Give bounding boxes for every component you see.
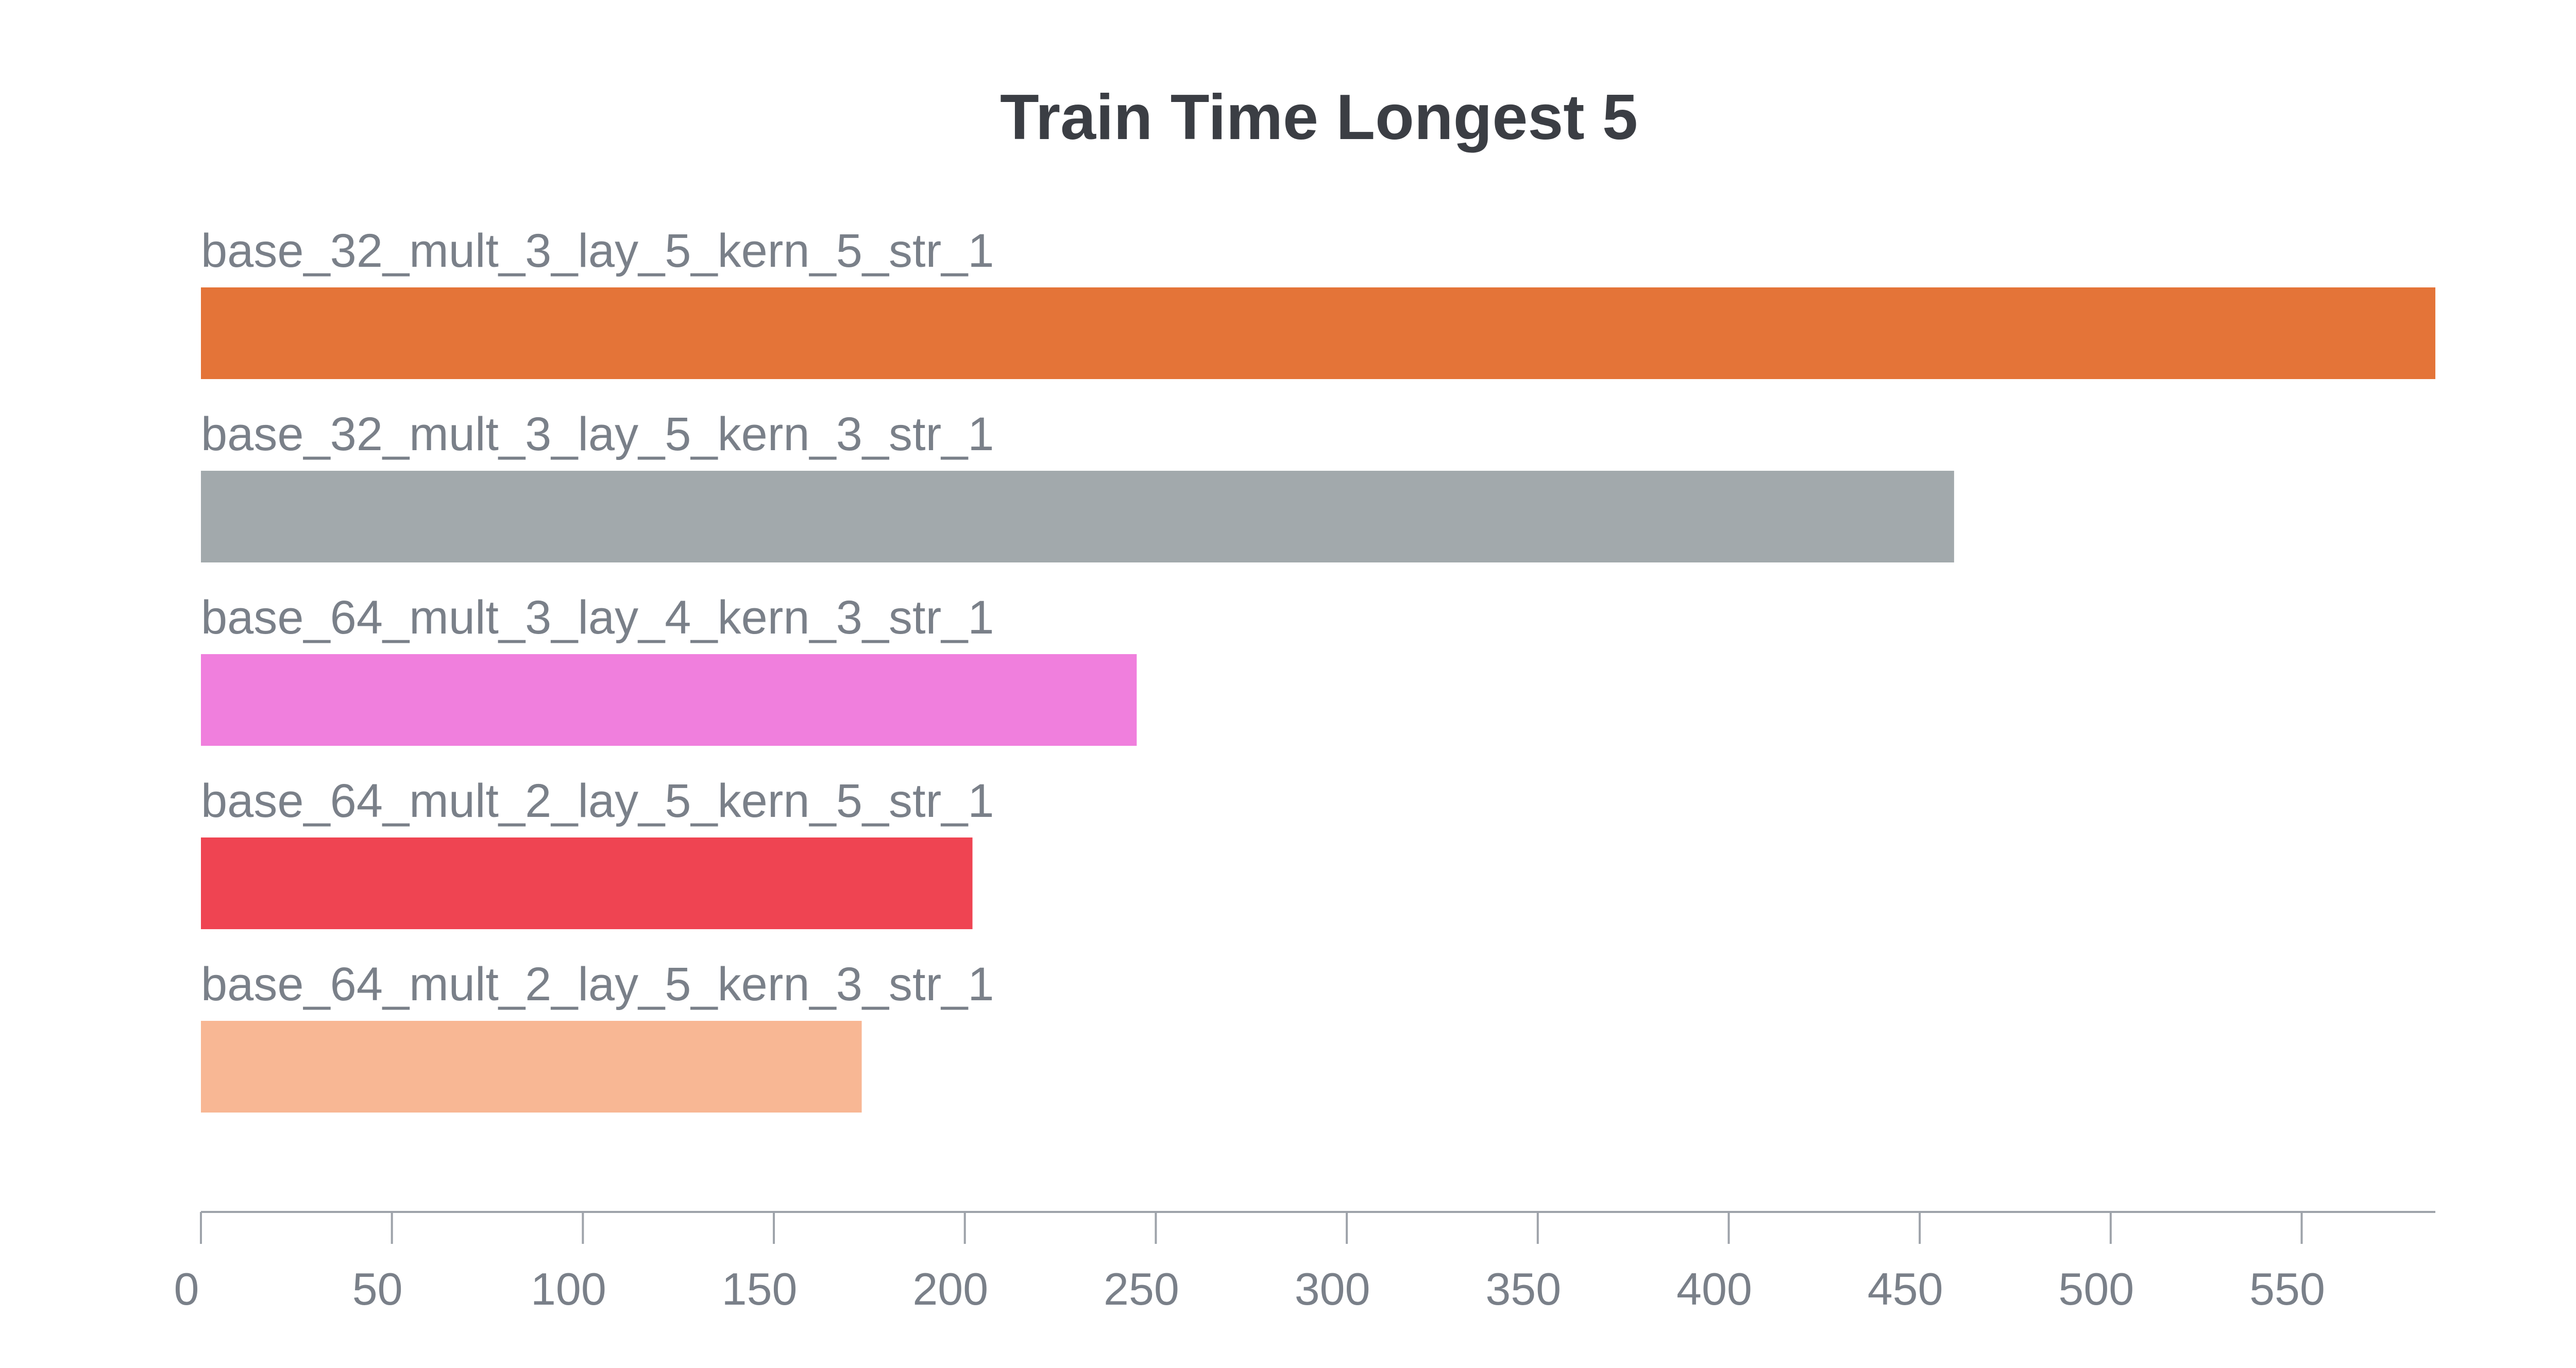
x-tick-label: 100 (531, 1263, 606, 1314)
bar[interactable] (201, 1021, 862, 1113)
chart-title: Train Time Longest 5 (1000, 82, 1638, 153)
x-tick-label: 0 (174, 1263, 199, 1314)
x-tick-label: 250 (1104, 1263, 1179, 1314)
x-tick-label: 550 (2249, 1263, 2325, 1314)
x-tick-label: 400 (1676, 1263, 1752, 1314)
x-tick-label: 450 (1868, 1263, 1943, 1314)
x-tick-label: 300 (1295, 1263, 1370, 1314)
bar[interactable] (201, 654, 1137, 746)
x-tick-label: 200 (912, 1263, 988, 1314)
bar-label: base_32_mult_3_lay_5_kern_3_str_1 (201, 408, 994, 460)
bar-label: base_64_mult_3_lay_4_kern_3_str_1 (201, 591, 994, 644)
x-tick-label: 150 (722, 1263, 798, 1314)
bar-label: base_64_mult_2_lay_5_kern_3_str_1 (201, 958, 994, 1011)
bar-label: base_64_mult_2_lay_5_kern_5_str_1 (201, 775, 994, 827)
x-tick-label: 350 (1485, 1263, 1561, 1314)
bars-group: base_32_mult_3_lay_5_kern_5_str_1 base_32… (201, 225, 2435, 1113)
bar[interactable] (201, 837, 973, 929)
x-tick-label: 50 (352, 1263, 403, 1314)
bar[interactable] (201, 471, 1954, 562)
x-axis: 0 50 100 150 200 250 300 350 400 450 500 550 (174, 1211, 2435, 1314)
bar-label: base_32_mult_3_lay_5_kern_5_str_1 (201, 225, 994, 277)
x-tick-label: 500 (2058, 1263, 2134, 1314)
bar[interactable] (201, 287, 2435, 379)
